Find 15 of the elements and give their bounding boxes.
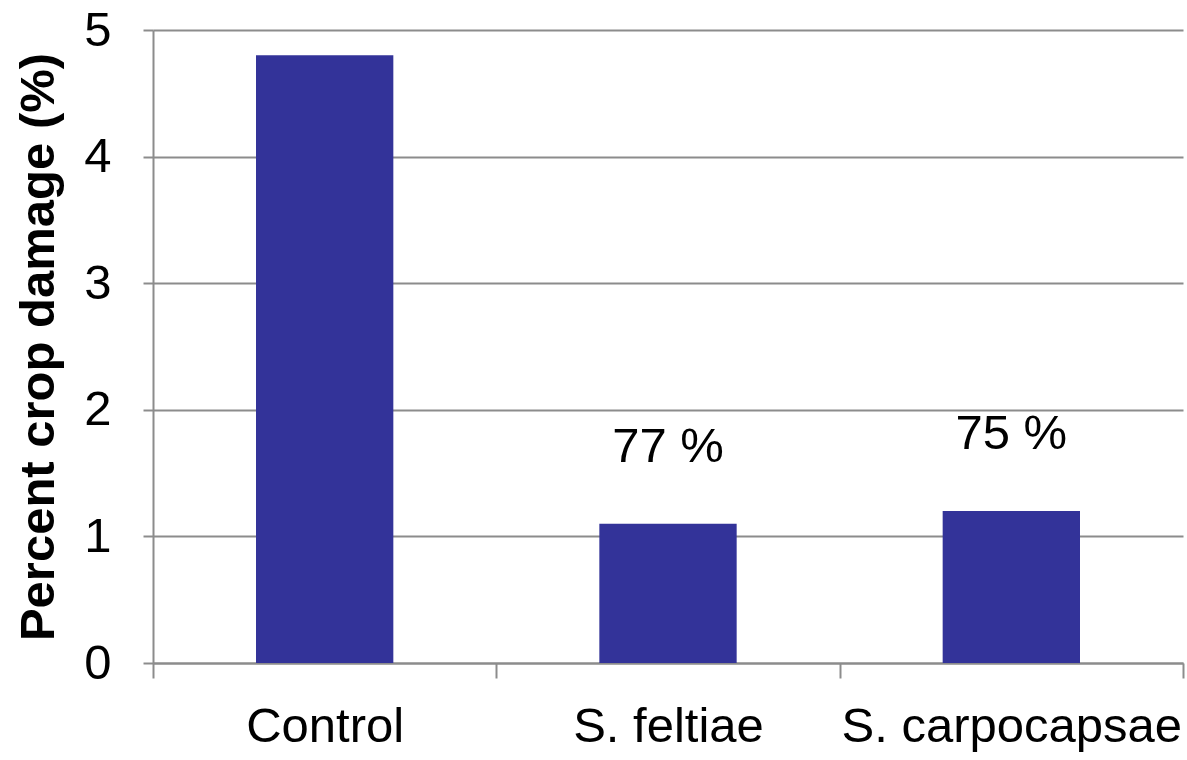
y-tick-label: 2: [84, 381, 112, 436]
annotation: 75 %: [955, 405, 1068, 460]
x-tick-label: S. carpocapsae: [841, 697, 1183, 752]
x-tick-label: S. feltiae: [573, 697, 764, 752]
bar: [256, 55, 394, 663]
y-tick-label: 5: [84, 1, 112, 56]
y-axis-title: Percent crop damage (%): [10, 52, 65, 642]
annotation: 77 %: [612, 417, 724, 472]
bar: [942, 511, 1080, 663]
y-tick-label: 0: [84, 634, 112, 689]
x-tick-label: Control: [246, 697, 405, 752]
y-tick-label: 4: [84, 128, 112, 183]
y-tick-label: 1: [84, 507, 112, 562]
bar: [599, 523, 737, 663]
y-tick-label: 3: [84, 254, 112, 309]
